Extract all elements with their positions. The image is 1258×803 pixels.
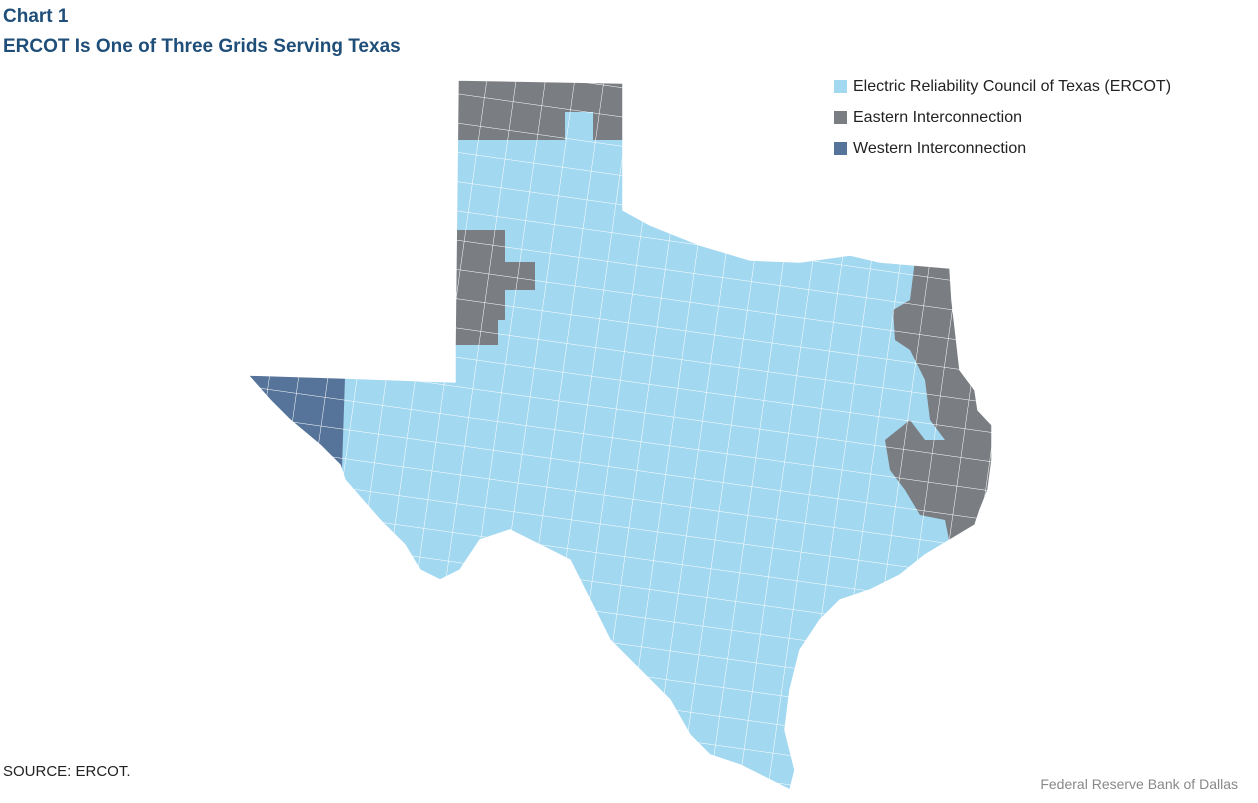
county-lines bbox=[248, 80, 992, 790]
legend-label: Electric Reliability Council of Texas (E… bbox=[853, 78, 1171, 95]
source: SOURCE: ERCOT. bbox=[3, 763, 131, 780]
legend-swatch bbox=[834, 111, 847, 124]
legend-label: Western Interconnection bbox=[853, 140, 1026, 157]
title: ERCOT Is One of Three Grids Serving Texa… bbox=[3, 36, 401, 57]
legend: Electric Reliability Council of Texas (E… bbox=[834, 78, 1171, 157]
legend-swatch bbox=[834, 142, 847, 155]
legend-swatch bbox=[834, 80, 847, 93]
legend-label: Eastern Interconnection bbox=[853, 109, 1022, 126]
credit: Federal Reserve Bank of Dallas bbox=[1040, 776, 1238, 792]
map bbox=[248, 80, 992, 790]
kicker: Chart 1 bbox=[3, 6, 69, 27]
